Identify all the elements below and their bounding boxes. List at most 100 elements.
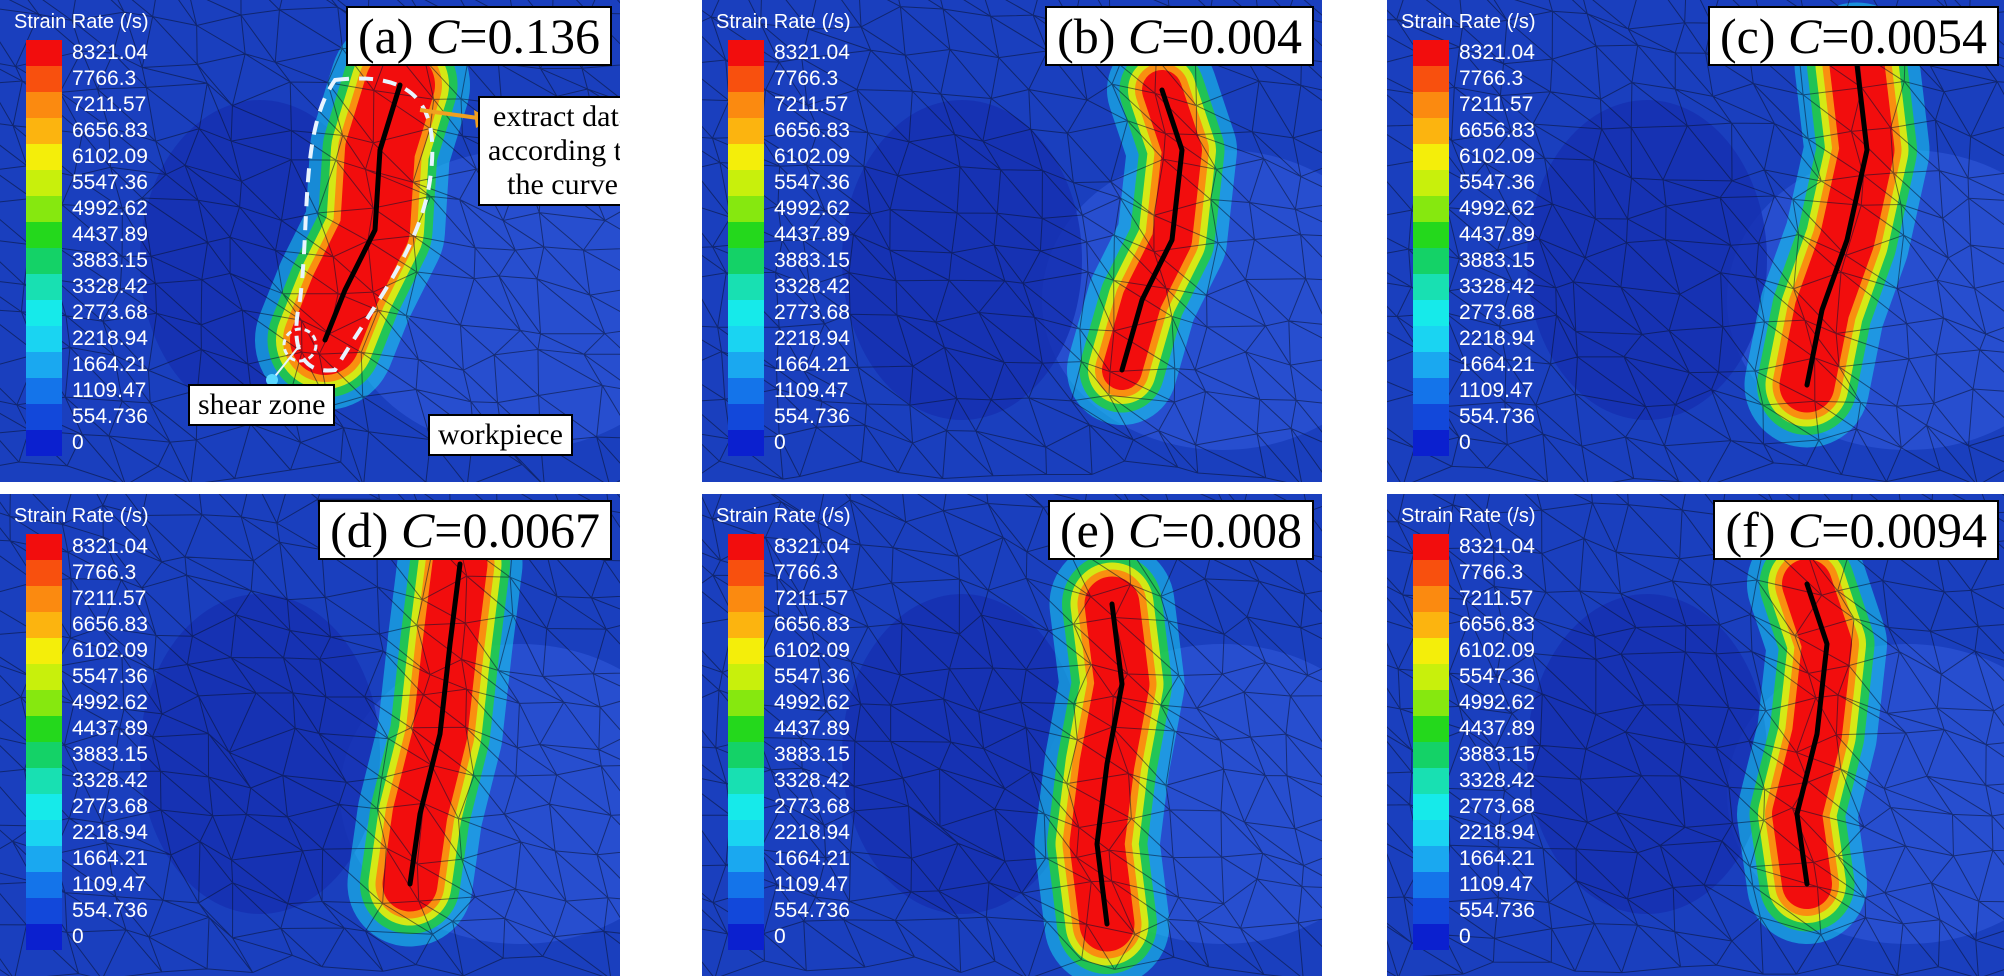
colorbar-swatch — [1413, 664, 1449, 690]
colorbar-swatch — [728, 326, 764, 352]
colorbar-swatch — [1413, 170, 1449, 196]
colorbar-swatch — [1413, 586, 1449, 612]
colorbar-tick-label: 2218.94 — [72, 327, 148, 350]
panel-e: Strain Rate (/s) 8321.04 7766.3 7211.57 6656… — [702, 494, 1322, 976]
colorbar-swatch — [26, 872, 62, 898]
colorbar-swatch — [728, 378, 764, 404]
legend-title: Strain Rate (/s) — [14, 505, 149, 527]
colorbar-swatch — [1413, 560, 1449, 586]
colorbar-tick-label: 5547.36 — [72, 665, 148, 688]
colorbar-swatch — [26, 40, 62, 66]
strain-field-plot — [702, 494, 1322, 976]
colorbar-tick-label: 7211.57 — [774, 587, 849, 610]
colorbar-swatch — [26, 352, 62, 378]
colorbar-tick-label: 1664.21 — [72, 847, 148, 870]
colorbar-swatch — [26, 378, 62, 404]
colorbar-tick-label: 7211.57 — [1459, 93, 1534, 116]
colorbar-swatch — [26, 586, 62, 612]
colorbar-swatch — [26, 248, 62, 274]
colorbar-tick-label: 6656.83 — [1459, 119, 1535, 142]
colorbar-tick-label: 6656.83 — [774, 613, 850, 636]
colorbar-tick-label: 554.736 — [1459, 899, 1535, 922]
colorbar-tick-label: 1109.47 — [774, 873, 849, 896]
colorbar-tick-label: 7766.3 — [1459, 561, 1524, 584]
colorbar-swatch — [728, 170, 764, 196]
colorbar-swatch — [728, 196, 764, 222]
colorbar-tick-label: 554.736 — [774, 899, 850, 922]
colorbar-swatch — [728, 404, 764, 430]
colorbar-tick-label: 3328.42 — [774, 275, 850, 298]
colorbar-swatch — [26, 430, 62, 456]
colorbar-swatch — [1413, 898, 1449, 924]
colorbar-swatch — [1413, 846, 1449, 872]
colorbar-tick-label: 3328.42 — [1459, 275, 1535, 298]
colorbar-swatch — [1413, 534, 1449, 560]
colorbar-swatch — [1413, 612, 1449, 638]
colorbar-swatch — [26, 326, 62, 352]
colorbar-swatch — [728, 274, 764, 300]
colorbar-swatch — [1413, 222, 1449, 248]
colorbar-tick-label: 0 — [72, 431, 84, 454]
panel-case-label: (a) C=0.136 — [345, 6, 612, 66]
colorbar-tick-label: 4437.89 — [1459, 223, 1535, 246]
colorbar — [728, 534, 764, 950]
colorbar-tick-label: 2773.68 — [774, 795, 850, 818]
panel-case-label: (d) C=0.0067 — [318, 500, 612, 560]
colorbar-tick-label: 6656.83 — [1459, 613, 1535, 636]
colorbar-tick-label: 2773.68 — [72, 301, 148, 324]
panel-letter: (e) — [1059, 502, 1128, 558]
colorbar-swatch — [1413, 768, 1449, 794]
colorbar-tick-label: 5547.36 — [774, 665, 850, 688]
coefficient-value: =0.008 — [1161, 502, 1302, 558]
colorbar-legend: Strain Rate (/s) 8321.04 7766.3 7211.57 6656… — [1401, 10, 1551, 456]
colorbar-swatch — [1413, 638, 1449, 664]
colorbar-swatch — [728, 690, 764, 716]
panel-case-label: (b) C=0.004 — [1045, 6, 1314, 66]
colorbar-tick-label: 6656.83 — [774, 119, 850, 142]
colorbar-swatch — [26, 924, 62, 950]
colorbar-swatch — [728, 820, 764, 846]
panel-d: Strain Rate (/s) 8321.04 7766.3 7211.57 6656… — [0, 494, 620, 976]
colorbar-swatch — [728, 742, 764, 768]
colorbar-swatch — [26, 560, 62, 586]
colorbar-swatch — [26, 820, 62, 846]
colorbar-tick-label: 8321.04 — [72, 41, 148, 64]
colorbar-swatch — [728, 66, 764, 92]
colorbar-tick-label: 4992.62 — [1459, 691, 1535, 714]
colorbar-swatch — [728, 248, 764, 274]
panel-case-label: (f) C=0.0094 — [1713, 500, 1999, 560]
legend-title: Strain Rate (/s) — [14, 11, 149, 33]
colorbar-swatch — [1413, 66, 1449, 92]
colorbar — [728, 40, 764, 456]
colorbar-tick-label: 4992.62 — [774, 197, 850, 220]
colorbar-tick-label: 3883.15 — [72, 249, 148, 272]
legend-title: Strain Rate (/s) — [1401, 505, 1536, 527]
colorbar-legend: Strain Rate (/s) 8321.04 7766.3 7211.57 6656… — [14, 10, 164, 456]
colorbar-swatch — [728, 40, 764, 66]
colorbar-tick-label: 3883.15 — [72, 743, 148, 766]
legend-title: Strain Rate (/s) — [1401, 11, 1536, 33]
colorbar-swatch — [728, 664, 764, 690]
colorbar-swatch — [1413, 404, 1449, 430]
colorbar — [26, 534, 62, 950]
colorbar-tick-label: 0 — [1459, 431, 1471, 454]
coefficient-value: =0.0067 — [434, 502, 600, 558]
workpiece-label: workpiece — [428, 414, 573, 456]
colorbar-tick-label: 5547.36 — [1459, 665, 1535, 688]
colorbar-tick-label: 3883.15 — [774, 743, 850, 766]
colorbar-swatch — [26, 898, 62, 924]
colorbar-swatch — [1413, 352, 1449, 378]
workpiece-label-line: workpiece — [438, 418, 563, 451]
shear-zone-label: shear zone — [188, 384, 336, 426]
colorbar-swatch — [728, 924, 764, 950]
colorbar-swatch — [728, 534, 764, 560]
colorbar-tick-label: 6102.09 — [774, 145, 850, 168]
colorbar-swatch — [26, 664, 62, 690]
colorbar-swatch — [728, 898, 764, 924]
colorbar — [1413, 534, 1449, 950]
extract-data-note-line: extract data — [493, 100, 620, 133]
colorbar-tick-label: 3328.42 — [72, 769, 148, 792]
colorbar-tick-label: 4992.62 — [774, 691, 850, 714]
colorbar-tick-label: 5547.36 — [1459, 171, 1535, 194]
colorbar-swatch — [26, 170, 62, 196]
